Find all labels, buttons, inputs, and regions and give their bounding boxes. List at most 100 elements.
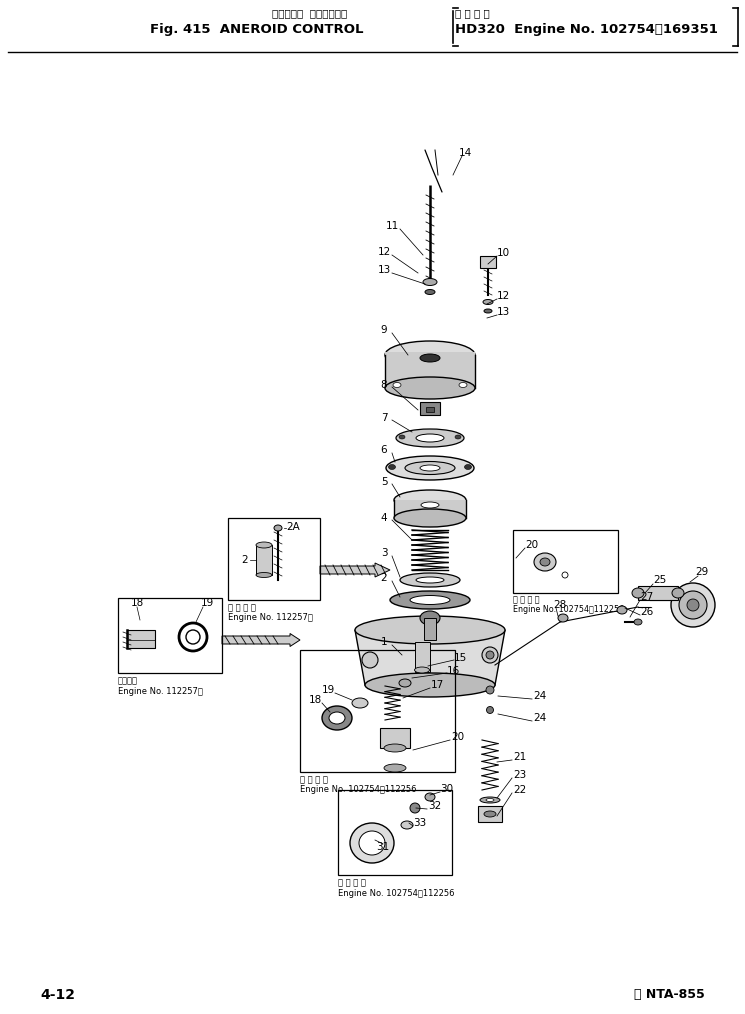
Ellipse shape [483, 299, 493, 304]
Ellipse shape [396, 429, 464, 447]
Text: 19: 19 [321, 685, 335, 695]
Text: 21: 21 [513, 752, 527, 762]
Bar [256, 545, 272, 575]
Ellipse shape [687, 599, 699, 611]
Text: 2: 2 [381, 573, 387, 583]
Ellipse shape [350, 823, 394, 863]
Text: 24: 24 [533, 691, 547, 701]
Polygon shape [355, 630, 505, 685]
Text: 適 用 号 機: 適 用 号 機 [513, 595, 539, 604]
Ellipse shape [322, 706, 352, 730]
Text: 2A: 2A [286, 522, 299, 532]
Bar [513, 530, 618, 593]
Text: 28: 28 [554, 600, 567, 610]
Bar [478, 806, 502, 822]
Ellipse shape [455, 435, 461, 439]
Text: 12: 12 [496, 291, 510, 301]
Text: 8: 8 [381, 380, 387, 390]
Text: 29: 29 [695, 567, 708, 577]
Bar [424, 618, 436, 640]
Ellipse shape [672, 588, 684, 598]
Ellipse shape [329, 712, 345, 724]
Ellipse shape [540, 558, 550, 566]
Text: 適 用 号 機: 適 用 号 機 [455, 8, 489, 18]
Ellipse shape [256, 542, 272, 548]
Text: 適 用 号 機: 適 用 号 機 [300, 776, 328, 785]
Text: 適 用 号 機: 適 用 号 機 [338, 878, 366, 887]
Ellipse shape [399, 435, 405, 439]
Text: 6: 6 [381, 445, 387, 455]
Text: 16: 16 [446, 666, 460, 676]
Ellipse shape [405, 461, 455, 475]
Ellipse shape [365, 673, 495, 697]
Ellipse shape [486, 707, 493, 714]
Ellipse shape [359, 831, 385, 855]
Text: 5: 5 [381, 477, 387, 487]
Text: 18: 18 [308, 695, 322, 705]
Text: 31: 31 [376, 842, 390, 852]
Ellipse shape [400, 573, 460, 587]
Ellipse shape [420, 611, 440, 625]
Ellipse shape [421, 502, 439, 508]
Ellipse shape [486, 651, 494, 659]
Text: 23: 23 [513, 770, 527, 780]
Text: 27: 27 [641, 592, 653, 602]
Text: 4: 4 [381, 513, 387, 523]
Ellipse shape [401, 821, 413, 829]
Text: 11: 11 [385, 221, 399, 231]
Ellipse shape [534, 553, 556, 571]
Ellipse shape [394, 509, 466, 527]
Text: Ⓒ NTA-855: Ⓒ NTA-855 [634, 989, 705, 1002]
Ellipse shape [484, 811, 496, 817]
Ellipse shape [632, 588, 644, 598]
Ellipse shape [482, 647, 498, 663]
Ellipse shape [617, 606, 627, 614]
Text: 1: 1 [381, 637, 387, 647]
FancyBboxPatch shape [380, 728, 410, 748]
Ellipse shape [464, 464, 472, 469]
Ellipse shape [634, 619, 642, 625]
Ellipse shape [420, 465, 440, 470]
Ellipse shape [416, 434, 444, 442]
Ellipse shape [486, 686, 494, 694]
Ellipse shape [399, 679, 411, 687]
Text: 17: 17 [431, 680, 443, 690]
Ellipse shape [486, 798, 494, 801]
Ellipse shape [186, 630, 200, 644]
Ellipse shape [386, 456, 474, 480]
Ellipse shape [384, 744, 406, 752]
Ellipse shape [414, 667, 430, 673]
Bar [415, 642, 430, 672]
Bar [394, 500, 466, 518]
Text: 25: 25 [653, 575, 667, 585]
Ellipse shape [416, 577, 444, 583]
Ellipse shape [425, 290, 435, 294]
Text: 22: 22 [513, 785, 527, 795]
Ellipse shape [425, 793, 435, 801]
Ellipse shape [385, 341, 475, 369]
Text: Engine No. 102754～112256: Engine No. 102754～112256 [300, 786, 416, 795]
Bar [118, 598, 222, 673]
Text: Fig. 415  ANEROID CONTROL: Fig. 415 ANEROID CONTROL [150, 23, 364, 37]
Ellipse shape [420, 354, 440, 362]
Text: HD320  Engine No. 102754～169351: HD320 Engine No. 102754～169351 [455, 23, 718, 37]
Ellipse shape [558, 614, 568, 622]
Text: 20: 20 [525, 540, 539, 550]
Text: Engine No. 102754～112256: Engine No. 102754～112256 [338, 888, 454, 897]
Text: 12: 12 [378, 247, 390, 257]
Text: 14: 14 [458, 148, 472, 158]
Ellipse shape [484, 309, 492, 313]
Text: 13: 13 [496, 307, 510, 317]
Ellipse shape [362, 652, 378, 668]
Bar [426, 407, 434, 412]
Text: アネロイド  コントロール: アネロイド コントロール [273, 8, 348, 18]
Ellipse shape [390, 591, 470, 609]
Ellipse shape [410, 595, 450, 604]
Ellipse shape [393, 382, 401, 387]
Bar [338, 790, 452, 875]
Text: 18: 18 [130, 598, 144, 608]
Text: Engine No. 102754～112256: Engine No. 102754～112256 [513, 604, 624, 613]
Text: 30: 30 [440, 784, 454, 794]
Text: 2: 2 [241, 555, 248, 565]
Text: 24: 24 [533, 713, 547, 723]
